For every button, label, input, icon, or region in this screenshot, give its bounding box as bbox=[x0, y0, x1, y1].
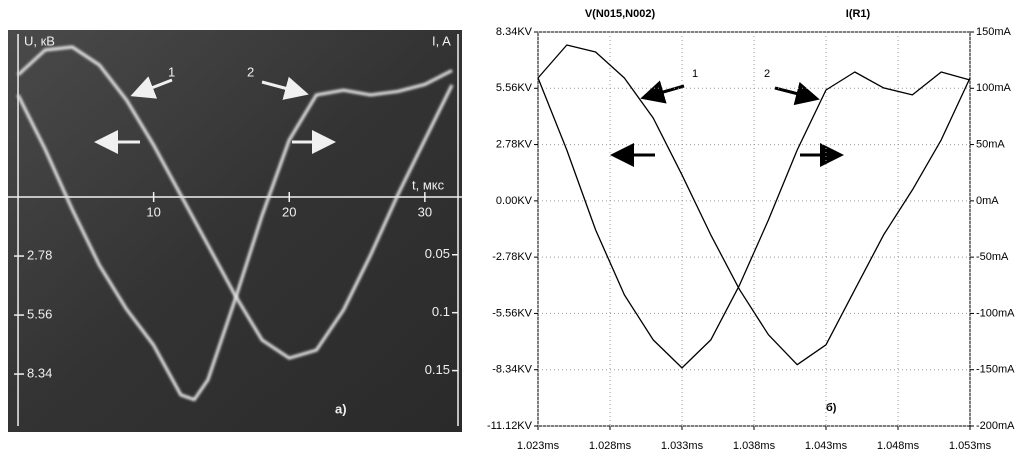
x-tick-label: 1.023ms bbox=[517, 440, 560, 452]
y2-tick-label: -200mA bbox=[976, 420, 1015, 432]
y-tick-label: 8.34 bbox=[27, 365, 52, 380]
annotation: 1 bbox=[692, 68, 698, 80]
simulation-panel: 1.023ms 1.028ms 1.033ms 1.038ms 1.043ms 1.048… bbox=[487, 8, 1015, 452]
series-line bbox=[16, 69, 453, 402]
series-name: V(N015,N002) bbox=[585, 8, 656, 20]
y2-tick-label: -50mA bbox=[976, 251, 1009, 263]
annotation: 2 bbox=[764, 68, 770, 80]
y-tick-label: -2.78KV bbox=[492, 251, 532, 263]
y2-tick-label: 0.15 bbox=[425, 362, 450, 377]
y-tick-label: -11.12KV bbox=[487, 420, 533, 432]
y2-tick-label: 50mA bbox=[976, 138, 1005, 150]
x-tick-label: 20 bbox=[282, 204, 296, 219]
y-tick-label: 5.56 bbox=[27, 306, 52, 321]
arrows bbox=[94, 76, 336, 154]
y2-tick-label: 0.05 bbox=[425, 246, 450, 261]
x-tick-label: 1.053ms bbox=[949, 440, 992, 452]
x-tick-label: 10 bbox=[146, 204, 160, 219]
y-tick-label: 0.00KV bbox=[496, 195, 533, 207]
panel-label: б) bbox=[826, 402, 837, 414]
arrows bbox=[610, 80, 844, 167]
y2-tick-label: 0.1 bbox=[432, 304, 450, 319]
annotation: 1 bbox=[168, 64, 175, 79]
series-line bbox=[537, 44, 971, 366]
y-tick-label: 2.78 bbox=[27, 247, 52, 262]
x-tick-label: 1.038ms bbox=[733, 440, 776, 452]
y2-tick-label: 150mA bbox=[976, 26, 1012, 38]
y2-tick-label: 100mA bbox=[976, 82, 1012, 94]
y2-tick-label: 0mA bbox=[976, 195, 999, 207]
y2-tick-label: -100mA bbox=[976, 307, 1015, 319]
y-tick-label: -5.56KV bbox=[492, 307, 532, 319]
y-tick-label: 2.78KV bbox=[496, 138, 533, 150]
y-tick-label: -8.34KV bbox=[492, 364, 532, 376]
y-tick-label: 5.56KV bbox=[496, 82, 533, 94]
x-tick-label: 1.033ms bbox=[661, 440, 704, 452]
x-tick-label: 1.043ms bbox=[805, 440, 848, 452]
x-tick-label: 1.048ms bbox=[877, 440, 920, 452]
y2-axis-label: I, A bbox=[432, 33, 451, 48]
panel-label: а) bbox=[335, 401, 347, 416]
x-axis-label: t, мкс bbox=[412, 177, 445, 192]
x-tick-label: 1.028ms bbox=[589, 440, 632, 452]
series-line bbox=[537, 71, 971, 369]
oscilloscope-panel: 10 20 30 2.78 5.56 8.34 0.05 0.1 0.15 t, мкс U, кВ… bbox=[8, 30, 462, 432]
series-name: I(R1) bbox=[846, 8, 871, 20]
annotation: 2 bbox=[247, 64, 254, 79]
y-tick-label: 8.34KV bbox=[496, 26, 533, 38]
y2-tick-label: -150mA bbox=[976, 364, 1015, 376]
y-axis-label: U, кВ bbox=[24, 33, 55, 48]
x-tick-label: 30 bbox=[418, 204, 432, 219]
